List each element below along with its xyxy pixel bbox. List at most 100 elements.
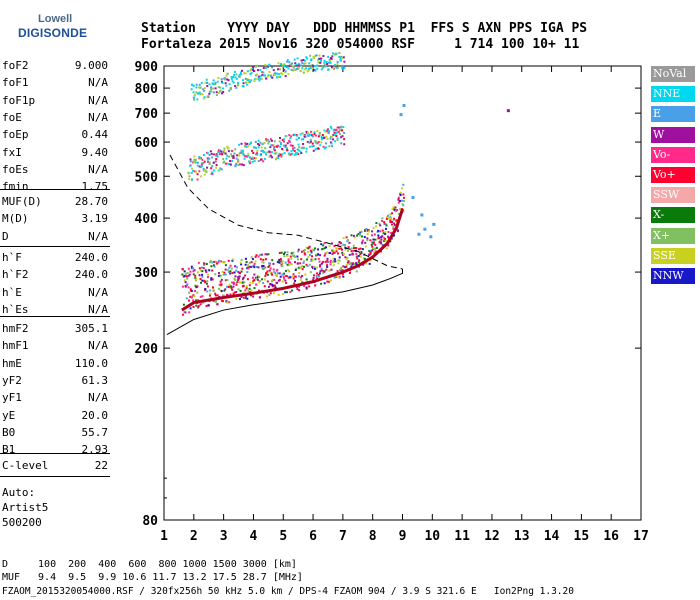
echo-dot (217, 287, 220, 290)
echo-dot (343, 143, 346, 146)
echo-dot (356, 257, 359, 260)
echo-dot (330, 242, 333, 245)
echo-dot (203, 160, 206, 163)
echo-dot (265, 138, 268, 141)
echo-dot (334, 63, 337, 66)
echo-dot (236, 281, 239, 284)
echo-dot (336, 137, 339, 140)
legend-item-x: X- (651, 207, 695, 224)
echo-dot (343, 138, 346, 141)
echo-dot (315, 277, 318, 280)
echo-dot (261, 264, 264, 267)
echo-dot (254, 255, 257, 258)
echo-dot (333, 131, 336, 134)
echo-dot (280, 263, 283, 266)
echo-dot (326, 280, 329, 283)
echo-dot (285, 275, 288, 278)
echo-dot (246, 77, 249, 80)
echo-dot (217, 261, 220, 264)
echo-dot (327, 68, 330, 71)
param-name: foF1p (2, 93, 36, 107)
echo-dot (327, 280, 330, 283)
echo-dot (312, 276, 315, 279)
param-fof1: foF1 N/A (2, 76, 108, 90)
echo-dot (212, 153, 215, 156)
echo-dot (282, 140, 285, 143)
echo-dot (358, 234, 361, 237)
echo-dot (232, 292, 235, 295)
echo-dot (290, 153, 293, 156)
echo-dot (288, 153, 291, 156)
echo-dot (273, 152, 276, 155)
echo-dot (289, 137, 292, 140)
echo-dot (393, 222, 396, 225)
echo-dot (369, 251, 372, 254)
echo-dot (346, 256, 349, 259)
echo-dot (316, 129, 319, 132)
echo-dot (227, 150, 230, 153)
echo-dot (339, 56, 342, 59)
echo-dot (198, 155, 201, 158)
echo-dot (324, 146, 327, 149)
echo-dot (261, 74, 264, 77)
echo-dot (340, 136, 343, 139)
echo-dot (234, 278, 237, 281)
echo-dot (334, 260, 337, 263)
echo-dot (245, 155, 248, 158)
echo-dot (329, 259, 332, 262)
echo-dot (333, 140, 336, 143)
echo-dot (308, 67, 311, 70)
echo-dot (276, 269, 279, 272)
echo-dot (226, 285, 229, 288)
echo-dot (240, 151, 243, 154)
echo-dot (231, 272, 234, 275)
echo-dot (253, 262, 256, 265)
echo-dot (329, 279, 332, 282)
echo-dot (225, 74, 228, 77)
echo-dot (305, 147, 308, 150)
echo-dot (228, 266, 231, 269)
echo-dot (285, 149, 288, 152)
echo-dot (247, 145, 250, 148)
echo-dot (220, 78, 223, 81)
echo-dot (281, 280, 284, 283)
echo-dot (393, 224, 396, 227)
echo-dot (203, 173, 206, 176)
echo-dot (318, 57, 321, 60)
legend-item-noval: NoVal (651, 66, 695, 82)
echo-dot (218, 168, 221, 171)
echo-dot (223, 271, 226, 274)
echo-dot (281, 73, 284, 76)
echo-dot (238, 76, 241, 79)
echo-dot (340, 268, 343, 271)
echo-dot (324, 63, 327, 66)
echo-dot (256, 153, 259, 156)
echo-dot (350, 250, 353, 253)
echo-dot (217, 150, 220, 153)
echo-dot (273, 140, 276, 143)
echo-dot (214, 83, 217, 86)
echo-dot (332, 251, 335, 254)
echo-dot (206, 166, 209, 169)
echo-dot (217, 149, 220, 152)
echo-dot (193, 155, 196, 158)
echo-dot (190, 167, 193, 170)
param-value: 240.0 (74, 268, 108, 282)
echo-dot (246, 267, 249, 270)
echo-dot (281, 260, 284, 263)
echo-dot (274, 72, 277, 75)
echo-dot (208, 261, 211, 264)
param-name: MUF(D) (2, 195, 42, 208)
echo-dot (233, 277, 236, 280)
echo-dot (310, 251, 313, 254)
legend-item-sse: SSE (651, 247, 695, 264)
echo-dot (299, 133, 302, 136)
echo-dot (193, 158, 196, 161)
echo-dot (237, 270, 240, 273)
echo-dot (284, 261, 287, 264)
echo-dot (292, 66, 295, 69)
echo-dot (328, 269, 331, 272)
echo-dot (320, 269, 323, 272)
echo-dot (259, 77, 262, 80)
echo-dot (348, 241, 351, 244)
